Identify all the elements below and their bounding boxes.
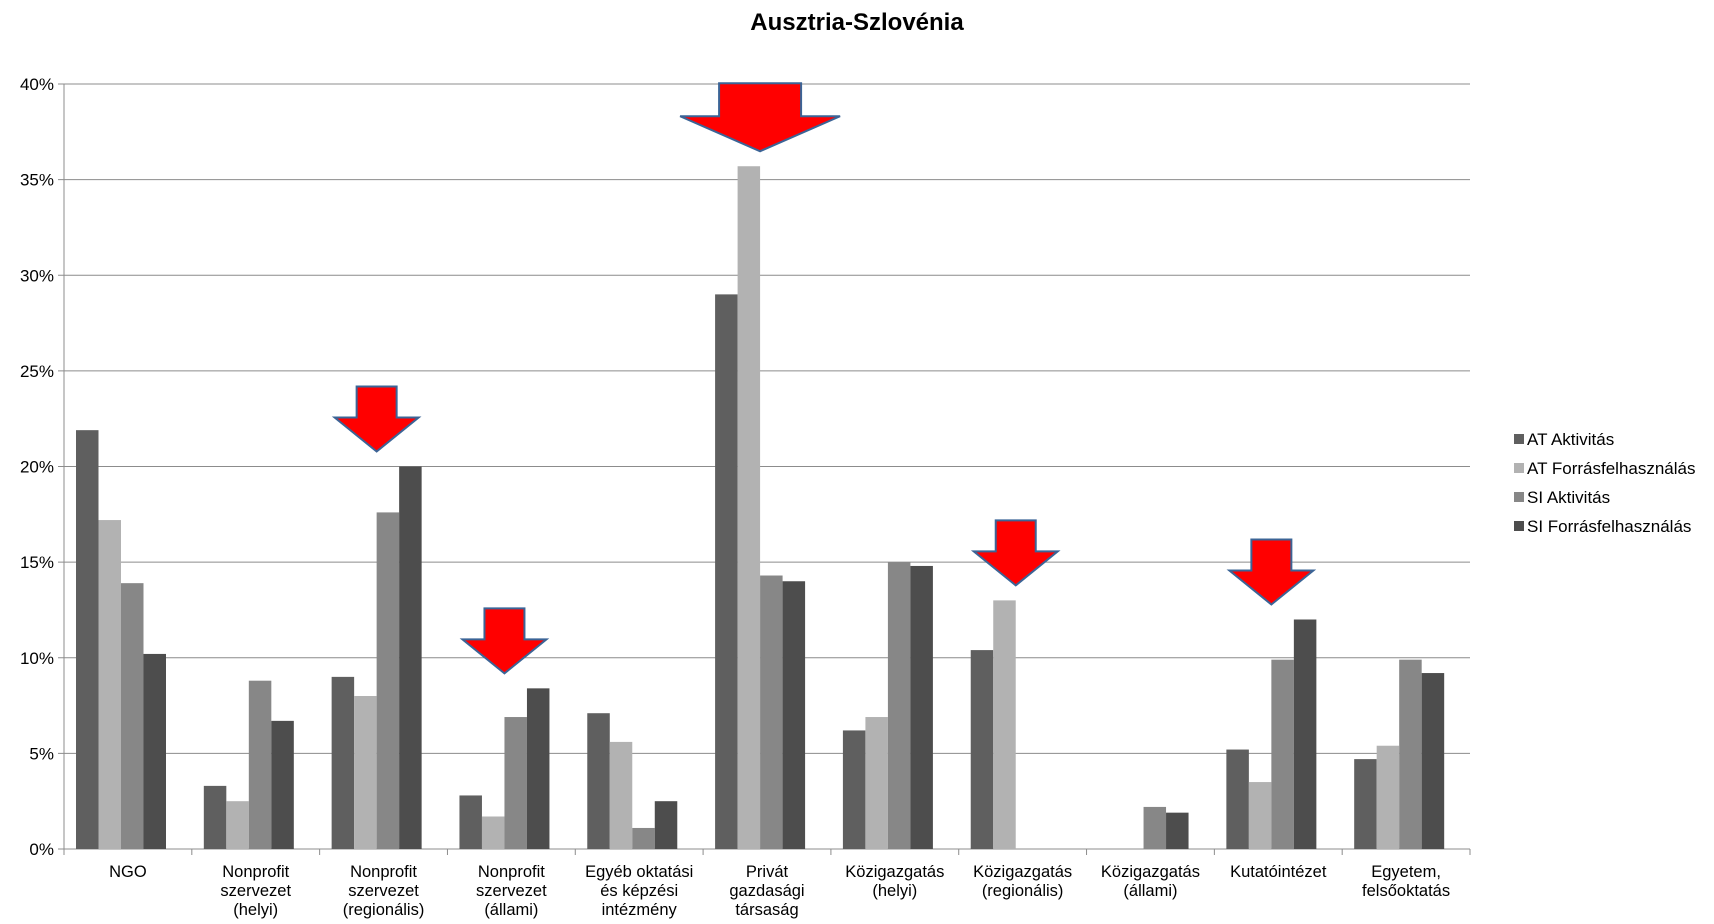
- gridlines: [64, 83, 1470, 754]
- bar-at-aktivitás-4: [587, 713, 610, 849]
- legend-swatch: [1514, 434, 1524, 444]
- bar-si-forrásfelhasználás-4: [654, 801, 678, 849]
- bar-si-forrásfelhasználás-5: [782, 581, 806, 849]
- legend-swatch: [1514, 463, 1524, 473]
- bar-at-aktivitás-6: [842, 730, 866, 849]
- legend-swatch: [1514, 521, 1524, 531]
- red-arrow-annotation: [459, 607, 550, 675]
- y-tick-label: 15%: [20, 553, 54, 572]
- bar-at-forrásfelhasználás-4: [609, 741, 633, 849]
- bar-si-aktivitás-9: [1271, 659, 1294, 849]
- x-category-label: Kutatóintézet: [1230, 863, 1327, 881]
- bar-si-aktivitás-2: [376, 512, 400, 849]
- bars: [76, 166, 1445, 850]
- bar-si-aktivitás-8: [1143, 806, 1167, 849]
- bar-si-forrásfelhasználás-9: [1293, 619, 1317, 849]
- bar-at-aktivitás-0: [76, 430, 99, 849]
- bar-at-forrásfelhasználás-1: [226, 801, 249, 849]
- y-axis-ticks: 0% 5% 10% 15% 20% 25% 30% 35% 40%: [20, 75, 64, 859]
- legend-label: AT Forrásfelhasználás: [1527, 459, 1696, 478]
- bar-at-forrásfelhasználás-2: [354, 696, 377, 849]
- red-arrow-annotation: [970, 519, 1061, 587]
- bar-si-forrásfelhasználás-10: [1421, 673, 1445, 849]
- bar-at-forrásfelhasználás-0: [98, 520, 121, 849]
- x-category-label: Egyetem, felsőoktatás: [1362, 863, 1450, 900]
- x-category-label: Közigazgatás (regionális): [973, 863, 1072, 900]
- bar-si-forrásfelhasználás-6: [910, 565, 933, 849]
- y-tick-label: 40%: [20, 75, 54, 94]
- bar-si-aktivitás-3: [504, 717, 527, 849]
- x-category-label: Közigazgatás (állami): [1101, 863, 1200, 900]
- bar-at-aktivitás-2: [331, 676, 355, 849]
- arrow-annotations: [331, 82, 1317, 675]
- x-category-label: Közigazgatás (helyi): [845, 863, 944, 900]
- bar-at-forrásfelhasználás-6: [865, 717, 888, 849]
- y-tick-label: 5%: [29, 744, 54, 763]
- bar-at-forrásfelhasználás-7: [993, 600, 1016, 849]
- y-tick-label: 25%: [20, 362, 54, 381]
- bar-at-forrásfelhasználás-10: [1376, 745, 1400, 849]
- legend-label: SI Forrásfelhasználás: [1527, 517, 1691, 536]
- red-arrow-annotation: [679, 82, 841, 153]
- x-category-label: Privát gazdasági társaság: [729, 863, 804, 919]
- y-tick-label: 35%: [20, 171, 54, 190]
- x-category-label: Nonprofit szervezet (helyi): [220, 863, 291, 919]
- bar-at-aktivitás-5: [715, 294, 738, 849]
- y-tick-label: 20%: [20, 458, 54, 477]
- red-arrow-annotation: [1226, 538, 1317, 606]
- bar-si-aktivitás-5: [760, 575, 783, 849]
- y-tick-label: 10%: [20, 649, 54, 668]
- bar-at-aktivitás-3: [459, 795, 482, 849]
- x-category-label: NGO: [109, 863, 147, 881]
- red-arrow-annotation: [331, 385, 422, 453]
- x-category-label: Egyéb oktatási és képzési intézmény: [585, 863, 693, 919]
- bar-si-forrásfelhasználás-1: [271, 720, 294, 849]
- bar-at-aktivitás-7: [970, 650, 994, 849]
- bar-si-aktivitás-6: [887, 562, 911, 849]
- bar-si-aktivitás-4: [632, 827, 655, 849]
- bar-si-aktivitás-10: [1399, 659, 1422, 849]
- x-category-label: Nonprofit szervezet (regionális): [343, 863, 425, 919]
- bar-at-forrásfelhasználás-9: [1248, 782, 1272, 849]
- legend: AT Aktivitás AT Forrásfelhasználás SI Akti…: [1514, 430, 1696, 536]
- bar-at-forrásfelhasználás-3: [481, 816, 505, 849]
- bar-at-aktivitás-10: [1354, 759, 1377, 849]
- bar-at-forrásfelhasználás-5: [737, 166, 761, 850]
- y-tick-label: 30%: [20, 266, 54, 285]
- y-tick-label: 0%: [29, 840, 54, 859]
- bar-si-aktivitás-0: [121, 583, 144, 849]
- bar-si-forrásfelhasználás-0: [143, 653, 166, 849]
- chart-title: Ausztria-Szlovénia: [750, 9, 964, 36]
- bar-at-aktivitás-9: [1226, 749, 1249, 849]
- legend-label: AT Aktivitás: [1527, 430, 1614, 449]
- bar-si-forrásfelhasználás-2: [399, 466, 422, 849]
- legend-swatch: [1514, 492, 1524, 502]
- bar-si-forrásfelhasználás-8: [1166, 812, 1189, 849]
- legend-label: SI Aktivitás: [1527, 488, 1610, 507]
- x-axis-labels: NGO Nonprofit szervezet (helyi) Nonprofit sze…: [109, 863, 1450, 919]
- bar-at-aktivitás-1: [203, 785, 227, 849]
- bar-si-forrásfelhasználás-3: [526, 688, 550, 849]
- bar-si-aktivitás-1: [248, 680, 272, 849]
- x-category-label: Nonprofit szervezet (állami): [476, 863, 547, 919]
